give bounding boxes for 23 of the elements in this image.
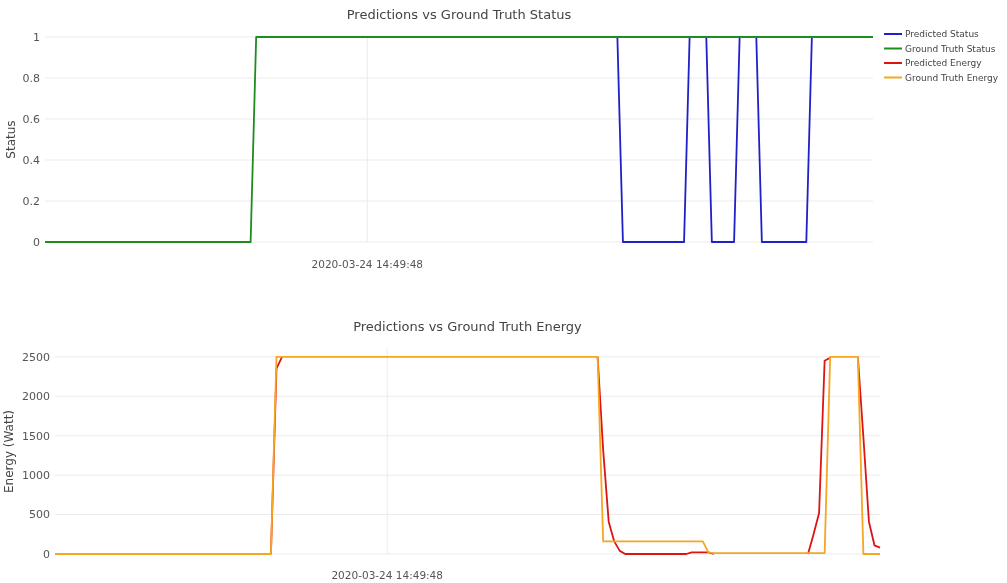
y-tick-label: 0.8 (22, 71, 40, 85)
legend-label: Predicted Status (905, 29, 980, 40)
y-tick-label: 0.6 (22, 112, 40, 126)
y-axis-title: Energy (Watt) (2, 409, 16, 494)
chart-title: Predictions vs Ground Truth Status (346, 7, 572, 22)
legend-label: Predicted Energy (905, 58, 983, 69)
y-tick-label: 2000 (22, 390, 50, 404)
y-tick-label: 500 (29, 508, 50, 522)
y-tick-label: 2500 (22, 350, 50, 364)
y-axis-title: Status (4, 120, 18, 159)
y-tick-label: 0.2 (22, 194, 40, 208)
y-tick-label: 0 (33, 235, 40, 249)
legend-label: Ground Truth Status (905, 43, 996, 54)
y-tick-label: 0 (43, 547, 50, 561)
line-series (54, 355, 881, 555)
x-tick-label: 2020-03-24 14:49:48 (311, 258, 424, 270)
y-tick-label: 1 (33, 30, 40, 44)
y-tick-label: 1000 (22, 469, 50, 482)
y-tick-label: 1500 (22, 429, 50, 443)
chart-title: Predictions vs Ground Truth Energy (353, 319, 583, 334)
legend-label: Ground Truth Energy (905, 72, 999, 83)
x-tick-label: 2020-03-24 14:49:48 (331, 569, 443, 581)
y-tick-label: 0.4 (22, 153, 40, 167)
